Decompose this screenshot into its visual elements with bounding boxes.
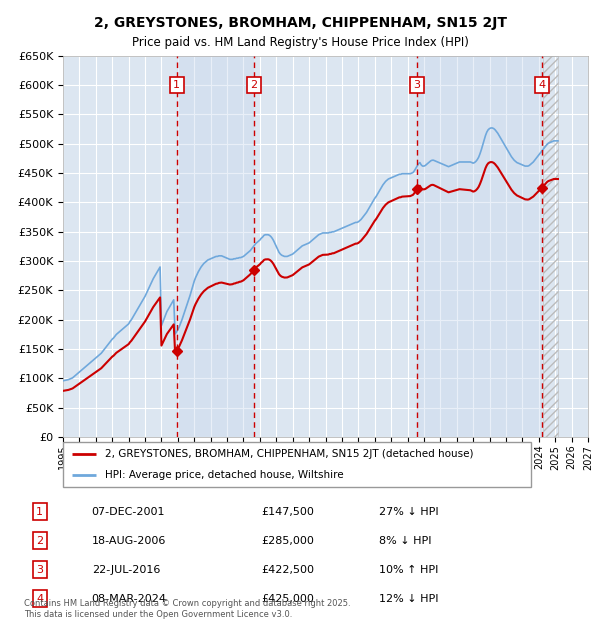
Text: 4: 4	[538, 80, 545, 90]
Text: 10% ↑ HPI: 10% ↑ HPI	[379, 565, 439, 575]
Bar	[176, 56, 254, 437]
Text: £285,000: £285,000	[261, 536, 314, 546]
Text: 3: 3	[36, 565, 43, 575]
Text: 22-JUL-2016: 22-JUL-2016	[92, 565, 160, 575]
Bar	[417, 56, 542, 437]
Text: 8% ↓ HPI: 8% ↓ HPI	[379, 536, 432, 546]
Text: 1: 1	[173, 80, 180, 90]
Text: 08-MAR-2024: 08-MAR-2024	[92, 594, 167, 604]
Text: 2, GREYSTONES, BROMHAM, CHIPPENHAM, SN15 2JT: 2, GREYSTONES, BROMHAM, CHIPPENHAM, SN15…	[94, 16, 506, 30]
Text: 12% ↓ HPI: 12% ↓ HPI	[379, 594, 439, 604]
Text: 2, GREYSTONES, BROMHAM, CHIPPENHAM, SN15 2JT (detached house): 2, GREYSTONES, BROMHAM, CHIPPENHAM, SN15…	[105, 449, 473, 459]
Text: £147,500: £147,500	[261, 507, 314, 516]
Text: £425,000: £425,000	[261, 594, 314, 604]
Text: HPI: Average price, detached house, Wiltshire: HPI: Average price, detached house, Wilt…	[105, 469, 344, 480]
FancyBboxPatch shape	[63, 442, 531, 487]
Text: 3: 3	[413, 80, 420, 90]
Text: 2: 2	[250, 80, 257, 90]
Text: 4: 4	[36, 594, 43, 604]
Text: £422,500: £422,500	[261, 565, 314, 575]
Text: 1: 1	[36, 507, 43, 516]
Text: 27% ↓ HPI: 27% ↓ HPI	[379, 507, 439, 516]
Text: 18-AUG-2006: 18-AUG-2006	[92, 536, 166, 546]
Text: 07-DEC-2001: 07-DEC-2001	[92, 507, 165, 516]
Text: Price paid vs. HM Land Registry's House Price Index (HPI): Price paid vs. HM Land Registry's House …	[131, 36, 469, 49]
Text: Contains HM Land Registry data © Crown copyright and database right 2025.
This d: Contains HM Land Registry data © Crown c…	[24, 600, 350, 619]
Text: 2: 2	[36, 536, 43, 546]
